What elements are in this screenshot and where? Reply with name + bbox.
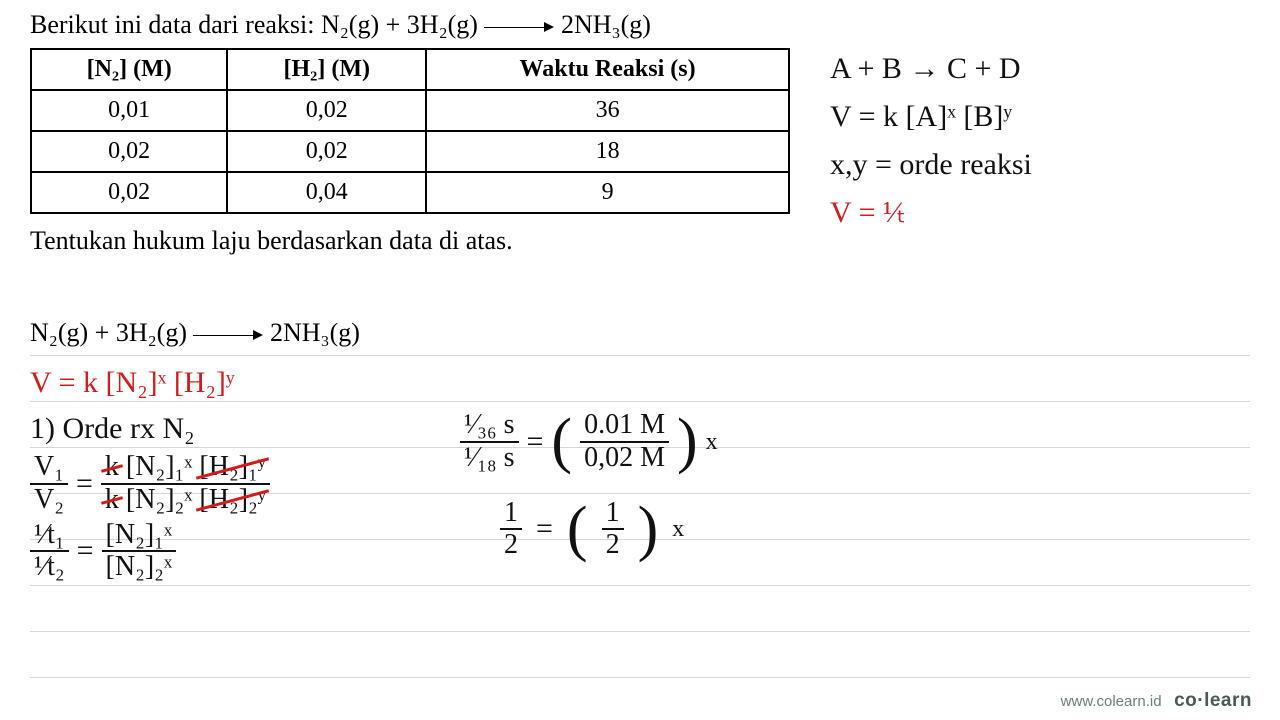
cell: 9 xyxy=(426,172,789,213)
frac-numeric-right: 0.01 M 0,02 M xyxy=(580,410,669,474)
note-generic-reaction: A + B → C + D xyxy=(830,45,1250,93)
cell: 0,02 xyxy=(31,172,227,213)
reaction-arrow-icon xyxy=(484,14,554,40)
footer-url: www.colearn.id xyxy=(1061,693,1162,710)
frac-V: V₁ V₂ xyxy=(30,452,68,516)
cell: 0,04 xyxy=(227,172,426,213)
frac-den: k [N₂]₂ˣ [H₂]₂ʸ xyxy=(101,485,270,516)
equals-sign: = xyxy=(77,528,94,574)
repeat-eq-rhs: 2NH₃(g) xyxy=(270,318,360,347)
k-top-strike: k xyxy=(105,451,119,482)
paren-left-icon: ( xyxy=(567,505,588,555)
footer: www.colearn.id co·learn xyxy=(1061,690,1252,712)
numeric-substitution: ¹⁄₃₆ s ¹⁄₁₈ s = ( 0.01 M 0,02 M ) x xyxy=(460,410,718,474)
frac-den: [N₂]₂ˣ xyxy=(102,552,177,583)
reaction-arrow-icon xyxy=(193,322,263,348)
paren-right-icon: ) xyxy=(638,505,659,555)
repeat-equation: N₂(g) + 3H₂(g) 2NH₃(g) xyxy=(30,318,1250,348)
frac-t: ¹⁄t₁ ¹⁄t₂ xyxy=(30,520,69,584)
frac-den: ¹⁄t₂ xyxy=(30,552,69,583)
frac-num: 0.01 M xyxy=(580,410,669,443)
col-header-n2: [N₂] (M) xyxy=(31,49,227,90)
note-order-def: x,y = orde reaksi xyxy=(830,141,1250,189)
h2-top-strike: [H₂]₁ʸ xyxy=(199,451,266,482)
work-left-column: V = k [N₂]ˣ [H₂]ʸ 1) Orde rx N₂ V₁ V₂ = … xyxy=(30,360,270,583)
frac-num: k [N₂]₁ˣ [H₂]₁ʸ xyxy=(101,452,270,485)
simplified-equation: 1 2 = ( 1 2 ) x xyxy=(500,498,718,562)
equation-rhs: 2NH₃(g) xyxy=(561,10,651,39)
cell: 18 xyxy=(426,131,789,172)
paren-right-icon: ) xyxy=(677,417,698,467)
frac-num: 1 xyxy=(500,498,522,531)
side-notes: A + B → C + D V = k [A]ˣ [B]ʸ x,y = orde… xyxy=(830,45,1250,237)
frac-num: ¹⁄t₁ xyxy=(30,520,69,553)
frac-den: 2 xyxy=(602,530,624,561)
ruled-work-area: N₂(g) + 3H₂(g) 2NH₃(g) V = k [N₂]ˣ [H₂]ʸ… xyxy=(30,310,1250,680)
exponent-x: x xyxy=(672,506,684,552)
intro-text: Berikut ini data dari reaksi: xyxy=(30,10,314,39)
exponent-x: x xyxy=(706,419,718,465)
step-1-title: 1) Orde rx N₂ xyxy=(30,406,270,452)
cell: 36 xyxy=(426,90,789,131)
h2-bot-strike: [H₂]₂ʸ xyxy=(199,484,266,515)
frac-den: 0,02 M xyxy=(580,443,669,474)
cell: 0,02 xyxy=(227,131,426,172)
note-v-equals-1-over-t: V = ¹⁄ₜ xyxy=(830,189,1250,237)
table-row: 0,02 0,02 18 xyxy=(31,131,789,172)
equals-sign: = xyxy=(76,461,93,507)
footer-brand: co·learn xyxy=(1174,690,1252,711)
cell: 0,02 xyxy=(31,131,227,172)
paren-left-icon: ( xyxy=(551,417,572,467)
ratio-velocity: V₁ V₂ = k [N₂]₁ˣ [H₂]₁ʸ k [N₂]₂ˣ [H₂]₂ʸ xyxy=(30,452,270,516)
problem-intro: Berikut ini data dari reaksi: N₂(g) + 3H… xyxy=(30,10,1250,40)
work-right-column: ¹⁄₃₆ s ¹⁄₁₈ s = ( 0.01 M 0,02 M ) x 1 2 … xyxy=(460,410,718,561)
repeat-eq-lhs: N₂(g) + 3H₂(g) xyxy=(30,318,187,347)
table-header-row: [N₂] (M) [H₂] (M) Waktu Reaksi (s) xyxy=(31,49,789,90)
frac-num: V₁ xyxy=(30,452,68,485)
frac-den: V₂ xyxy=(30,485,68,516)
table-row: 0,01 0,02 36 xyxy=(31,90,789,131)
frac-N2: [N₂]₁ˣ [N₂]₂ˣ xyxy=(102,520,177,584)
reaction-data-table: [N₂] (M) [H₂] (M) Waktu Reaksi (s) 0,01 … xyxy=(30,48,790,214)
frac-den: ¹⁄₁₈ s xyxy=(460,443,519,474)
col-header-time: Waktu Reaksi (s) xyxy=(426,49,789,90)
equals-sign: = xyxy=(527,419,544,465)
cell: 0,01 xyxy=(31,90,227,131)
k-bot-strike: k xyxy=(105,484,119,515)
frac-numeric-left: ¹⁄₃₆ s ¹⁄₁₈ s xyxy=(460,410,519,474)
frac-simplify-left: 1 2 xyxy=(500,498,522,562)
frac-k-expr: k [N₂]₁ˣ [H₂]₁ʸ k [N₂]₂ˣ [H₂]₂ʸ xyxy=(101,452,270,516)
frac-num: 1 xyxy=(602,498,624,531)
equals-sign: = xyxy=(536,506,553,552)
note-rate-law-form: V = k [A]ˣ [B]ʸ xyxy=(830,93,1250,141)
equation-lhs: N₂(g) + 3H₂(g) xyxy=(321,10,478,39)
table-row: 0,02 0,04 9 xyxy=(31,172,789,213)
ratio-time: ¹⁄t₁ ¹⁄t₂ = [N₂]₁ˣ [N₂]₂ˣ xyxy=(30,520,270,584)
frac-num: [N₂]₁ˣ xyxy=(102,520,177,553)
frac-num: ¹⁄₃₆ s xyxy=(460,410,519,443)
col-header-h2: [H₂] (M) xyxy=(227,49,426,90)
frac-simplify-right: 1 2 xyxy=(602,498,624,562)
cell: 0,02 xyxy=(227,90,426,131)
rate-law-expression: V = k [N₂]ˣ [H₂]ʸ xyxy=(30,360,270,406)
frac-den: 2 xyxy=(500,530,522,561)
